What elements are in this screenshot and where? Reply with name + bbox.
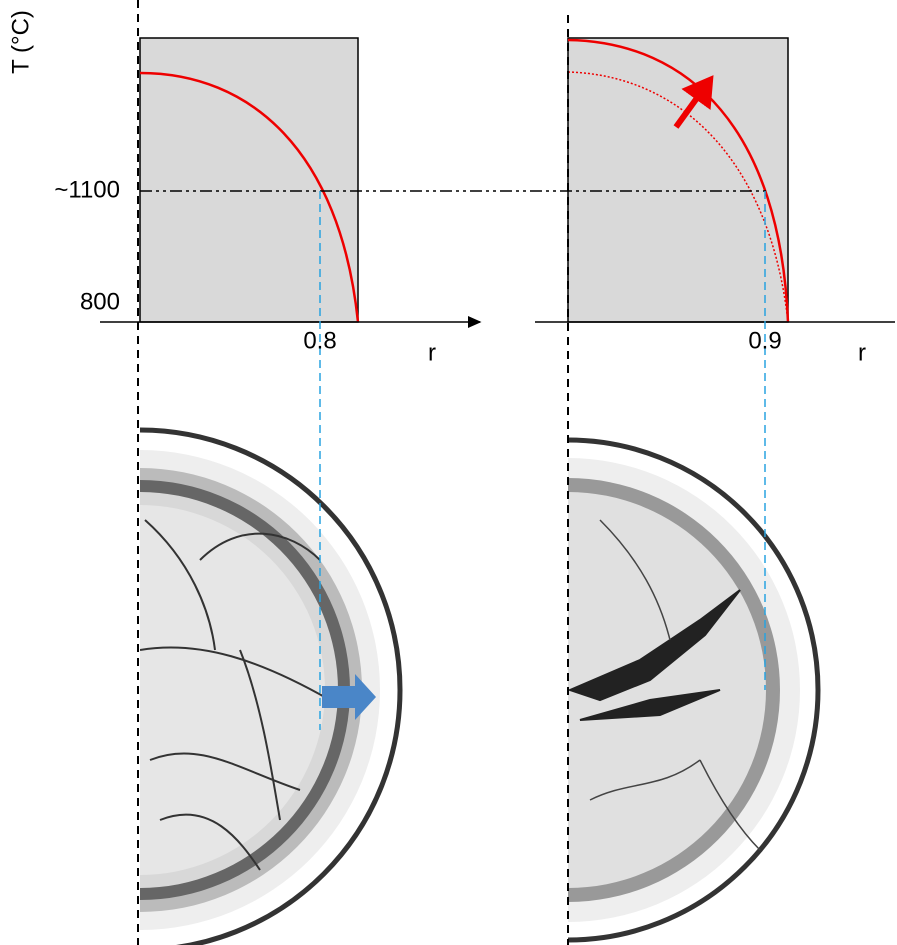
left-section bbox=[140, 427, 403, 945]
label-bg bbox=[790, 325, 832, 375]
plot-box bbox=[139, 37, 359, 323]
temperature-curve-old bbox=[567, 71, 789, 323]
axis-name: r bbox=[428, 339, 436, 366]
x-label: 0.8 bbox=[303, 327, 336, 354]
shift-arrow bbox=[673, 75, 714, 129]
axis-name: r bbox=[858, 339, 866, 366]
right-section bbox=[568, 437, 821, 943]
temperature-curve bbox=[139, 71, 360, 323]
left-plot bbox=[100, 37, 482, 375]
right-plot bbox=[535, 37, 895, 375]
x-label: 0.9 bbox=[748, 327, 781, 354]
y-axis-label: T (°C) bbox=[7, 10, 34, 74]
label-bg bbox=[348, 325, 390, 375]
growth-arrow bbox=[322, 674, 376, 720]
y-label: ~1100 bbox=[54, 176, 120, 203]
plot-box bbox=[567, 37, 789, 323]
y-label: 800 bbox=[80, 288, 120, 315]
temperature-curve bbox=[567, 38, 790, 323]
